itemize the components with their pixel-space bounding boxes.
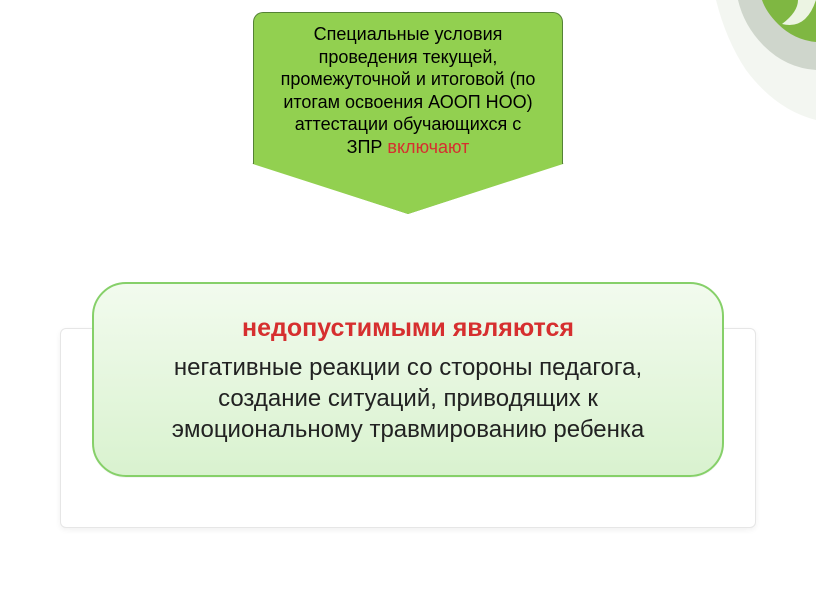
- page-curl-decoration: [686, 0, 816, 120]
- conditions-arrow-point: [253, 164, 563, 214]
- conditions-arrow-callout: Специальные условия проведения текущей, …: [253, 12, 563, 214]
- arrow-line-2: проведения текущей,: [319, 47, 498, 67]
- arrow-line-5: аттестации обучающихся с: [295, 114, 522, 134]
- callout-body: негативные реакции со стороны педагога, …: [128, 352, 688, 446]
- arrow-keyword: включают: [387, 137, 469, 157]
- arrow-line-3: промежуточной и итоговой (по: [281, 69, 536, 89]
- arrow-line-6-prefix: ЗПР: [347, 137, 388, 157]
- conditions-arrow-body: Специальные условия проведения текущей, …: [253, 12, 563, 164]
- callout-headline: недопустимыми являются: [128, 312, 688, 346]
- unacceptable-callout: недопустимыми являются негативные реакци…: [92, 282, 724, 477]
- arrow-line-1: Специальные условия: [314, 24, 503, 44]
- arrow-line-4: итогам освоения АООП НОО): [283, 92, 532, 112]
